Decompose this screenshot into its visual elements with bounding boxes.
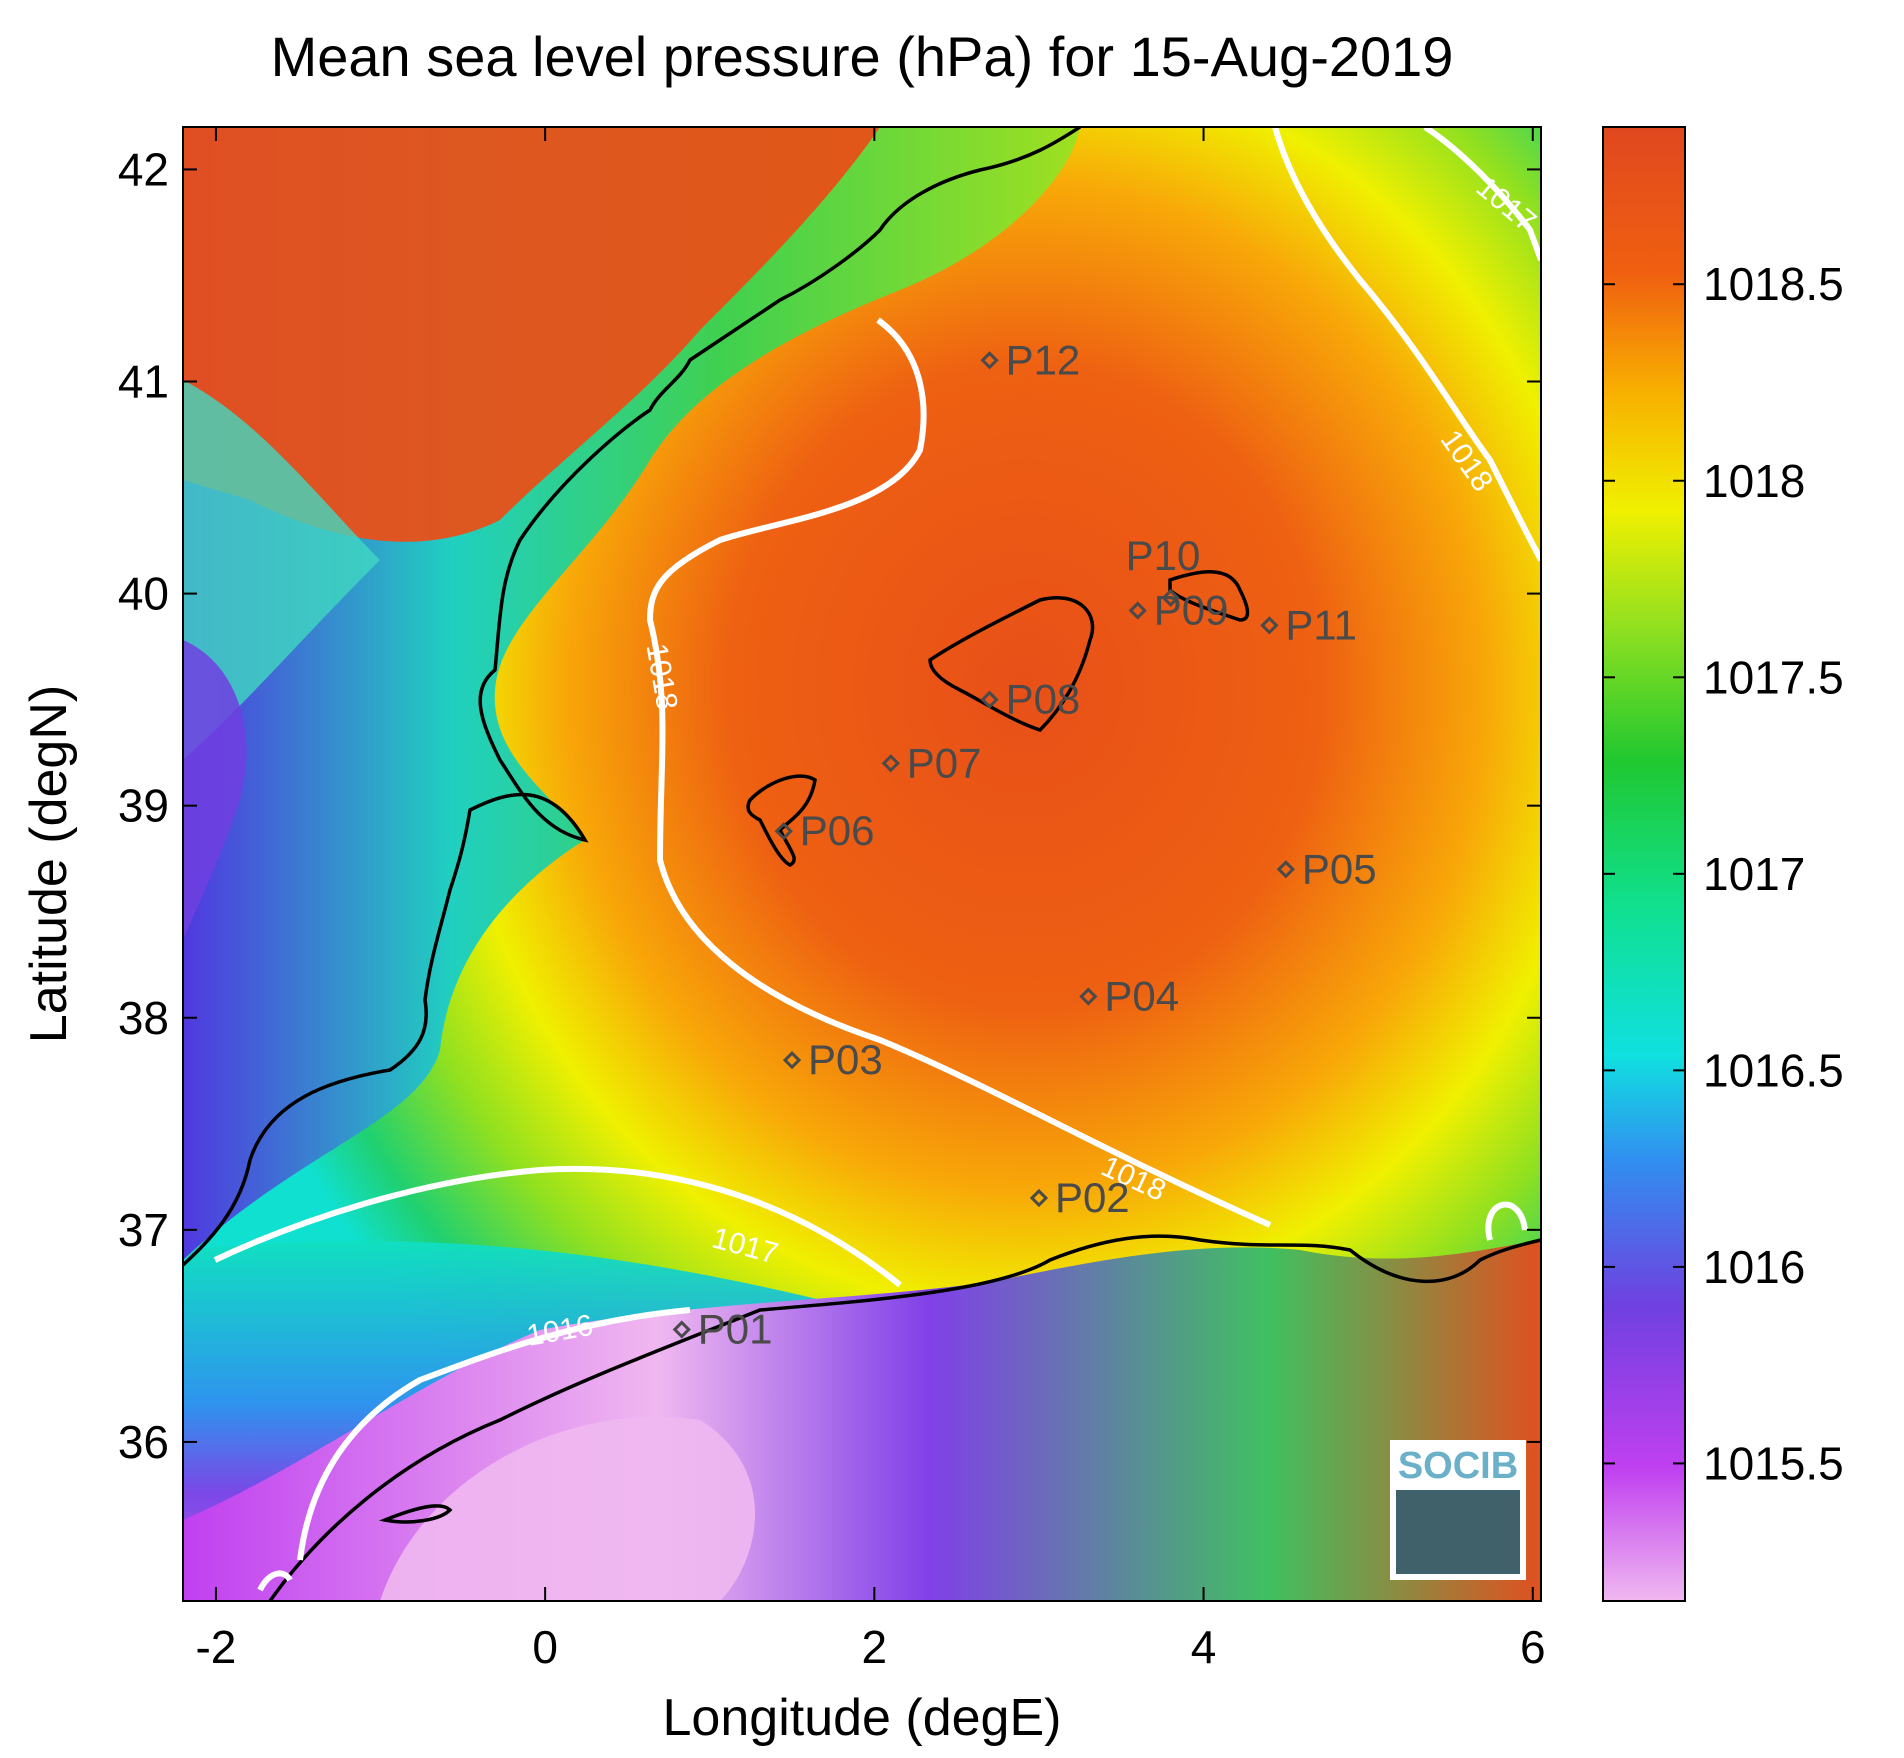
- x-axis-label: Longitude (degE): [663, 1689, 1062, 1747]
- y-tick-label: 39: [118, 780, 169, 832]
- logo-water-icon: [1396, 1490, 1520, 1574]
- station-marker-p08: [980, 690, 999, 709]
- plot-frame: [182, 126, 1542, 1602]
- station-label-p05: P05: [1302, 845, 1377, 892]
- station-label-p07: P07: [907, 739, 982, 786]
- y-tick-label: 40: [118, 568, 169, 620]
- contour-1018-east: [1272, 127, 1541, 562]
- iberia-coastline: [183, 127, 1081, 1267]
- x-tick-label: 6: [1520, 1621, 1546, 1673]
- station-marker-p10: [1161, 588, 1180, 607]
- socib-logo: SOCIB: [1390, 1440, 1526, 1580]
- contour-1017-ne: [1423, 127, 1541, 262]
- contour-1018-se-loop: [1485, 1201, 1528, 1241]
- iberia-low-patch: [183, 640, 247, 940]
- africa-lake-coastline: [378, 1504, 453, 1524]
- coastlines: [183, 127, 1541, 1601]
- contour-1017-south: [213, 1166, 902, 1288]
- menorca-coastline: [1168, 570, 1250, 622]
- station-label-p02: P02: [1055, 1174, 1130, 1221]
- pressure-contours: [213, 127, 1541, 1592]
- station-label-p12: P12: [1006, 336, 1081, 383]
- colorbar-tick-label: 1017.5: [1703, 651, 1844, 703]
- colorbar-tick-label: 1017: [1703, 848, 1805, 900]
- station-label-p03: P03: [808, 1036, 883, 1083]
- station-marker-p07: [881, 754, 900, 773]
- station-marker-p12: [980, 351, 999, 370]
- contour-1016-sw-loop: [257, 1570, 293, 1592]
- station-markers: P01 P02 P03 P04 P05 P06 P07 P08 P09 P10 P11 P12: [672, 336, 1377, 1353]
- colorbar-tick-label: 1018.5: [1703, 258, 1844, 310]
- colorbar-tick-label: 1016.5: [1703, 1044, 1844, 1096]
- contour-1018-west: [646, 317, 1272, 1228]
- iberia-high-field: [183, 127, 880, 542]
- station-label-p01: P01: [698, 1306, 773, 1353]
- colorbar: [1602, 126, 1686, 1602]
- logo-text: SOCIB: [1398, 1445, 1518, 1487]
- station-label-p09: P09: [1154, 587, 1229, 634]
- station-marker-p05: [1276, 860, 1295, 879]
- x-tick-label: 2: [862, 1621, 888, 1673]
- colorbar-tick-label: 1016: [1703, 1241, 1805, 1293]
- africa-low-patch: [380, 1416, 755, 1601]
- x-tick-label: -2: [195, 1621, 236, 1673]
- colorbar-ticks: 1018.5 1018 1017.5 1017 1016.5 1016 1015.5: [1603, 258, 1844, 1489]
- station-marker-p03: [782, 1051, 802, 1070]
- ibiza-coastline: [746, 774, 817, 867]
- axis-ticks: -2 0 2 4 6 42 41 40 39 38 37 36: [118, 127, 1546, 1673]
- africa-coastline: [268, 1234, 1541, 1601]
- y-tick-label: 37: [118, 1204, 169, 1256]
- y-tick-label: 38: [118, 992, 169, 1044]
- x-tick-label: 4: [1191, 1621, 1217, 1673]
- station-label-p06: P06: [800, 807, 875, 854]
- station-marker-p01: [672, 1320, 691, 1339]
- colorbar-tick-label: 1015.5: [1703, 1437, 1844, 1489]
- station-marker-p11: [1260, 616, 1279, 635]
- station-marker-p06: [774, 822, 793, 841]
- map-plot-area: [183, 127, 1541, 1601]
- station-label-p04: P04: [1104, 973, 1179, 1020]
- station-label-p08: P08: [1006, 676, 1081, 723]
- station-marker-p04: [1079, 987, 1098, 1006]
- map-title: Mean sea level pressure (hPa) for 15-Aug…: [271, 25, 1454, 88]
- station-marker-p09: [1128, 601, 1147, 620]
- mallorca-coastline: [928, 596, 1095, 733]
- y-tick-label: 42: [118, 143, 169, 195]
- station-label-p10: P10: [1126, 532, 1201, 579]
- y-tick-label: 41: [118, 356, 169, 408]
- y-tick-label: 36: [118, 1416, 169, 1468]
- station-label-p11: P11: [1285, 601, 1357, 648]
- x-tick-label: 0: [532, 1621, 558, 1673]
- contour-1016: [297, 1307, 691, 1561]
- colorbar-tick-label: 1018: [1703, 455, 1805, 507]
- y-axis-label: Latitude (degN): [20, 685, 78, 1043]
- station-marker-p02: [1029, 1188, 1049, 1208]
- iberia-interior-field: [183, 380, 380, 760]
